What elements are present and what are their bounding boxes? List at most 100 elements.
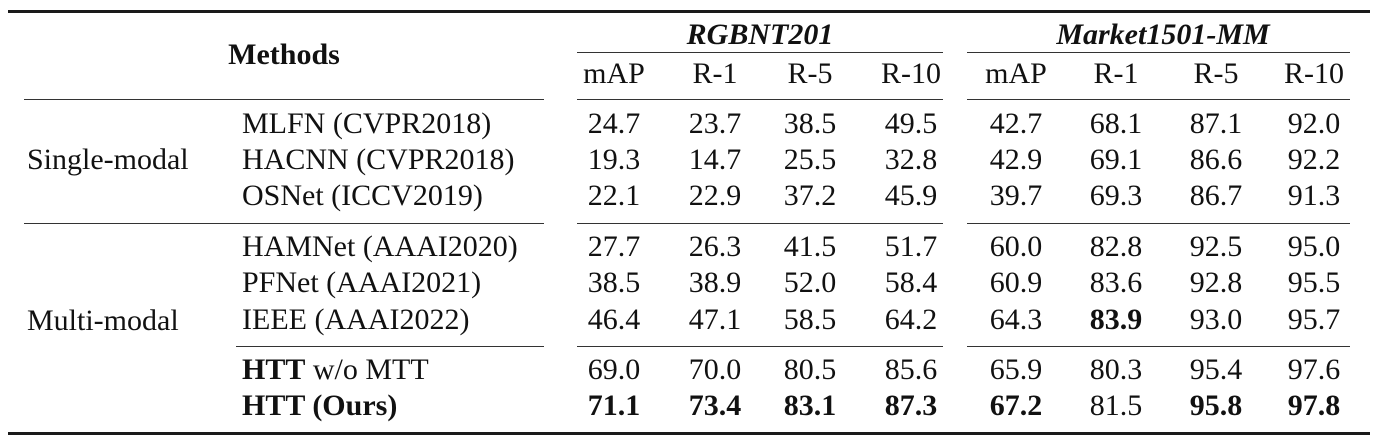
table-cell: 92.0: [1287, 107, 1341, 140]
rgbnt-rule-2: [577, 223, 943, 224]
method-name: IEEE (AAAI2022): [242, 305, 469, 335]
table-cell: 97.6: [1287, 353, 1341, 386]
method-name-text: IEEE (AAAI2022): [242, 303, 470, 336]
rgbnt-rule-3: [577, 346, 943, 347]
method-name: HTT w/o MTT: [242, 355, 429, 385]
table-cell: 49.5: [884, 107, 938, 140]
table-cell: 95.5: [1287, 266, 1341, 299]
table-cell: 46.4: [587, 303, 641, 336]
metric-header: R-1: [1093, 57, 1139, 90]
table-cell: 71.1: [587, 389, 641, 422]
method-name-bold: HTT (Ours): [242, 389, 398, 422]
table-cell: 73.4: [688, 389, 742, 422]
table-cell: 83.9: [1089, 303, 1143, 336]
table-cell: 58.4: [884, 266, 938, 299]
top-rule: [8, 10, 1370, 13]
table-cell: 68.1: [1089, 107, 1143, 140]
table-cell: 25.5: [783, 143, 837, 176]
table-cell: 95.8: [1189, 389, 1243, 422]
method-name: PFNet (AAAI2021): [242, 268, 481, 298]
table-cell: 38.9: [688, 266, 742, 299]
methods-rule-2: [24, 223, 544, 224]
table-cell: 87.3: [884, 389, 938, 422]
table-cell: 47.1: [688, 303, 742, 336]
table-cell: 64.2: [884, 303, 938, 336]
market-rule-3: [967, 346, 1350, 347]
table-cell: 67.2: [989, 389, 1043, 422]
table-cell: 22.1: [587, 179, 641, 212]
table-cell: 58.5: [783, 303, 837, 336]
metric-header: mAP: [583, 57, 645, 90]
table-cell: 64.3: [989, 303, 1043, 336]
table-cell: 70.0: [688, 353, 742, 386]
methods-rule-1: [24, 99, 544, 100]
table-cell: 83.1: [783, 389, 837, 422]
table-cell: 80.5: [783, 353, 837, 386]
table-cell: 52.0: [783, 266, 837, 299]
table-cell: 97.8: [1287, 389, 1341, 422]
method-name-text: HACNN (CVPR2018): [242, 143, 515, 176]
methods-header: Methods: [228, 38, 340, 71]
table-cell: 23.7: [688, 107, 742, 140]
market-rule-2: [967, 223, 1350, 224]
metric-header: mAP: [985, 57, 1047, 90]
metric-header: R-1: [692, 57, 738, 90]
table-cell: 85.6: [884, 353, 938, 386]
table-cell: 87.1: [1189, 107, 1243, 140]
table-cell: 69.1: [1089, 143, 1143, 176]
rgbnt-rule-1: [577, 99, 943, 100]
table-cell: 91.3: [1287, 179, 1341, 212]
metric-header: R-5: [1193, 57, 1239, 90]
table-cell: 41.5: [783, 230, 837, 263]
table-cell: 81.5: [1089, 389, 1143, 422]
methods-rule-3: [236, 346, 544, 347]
table-cell: 45.9: [884, 179, 938, 212]
method-name: HACNN (CVPR2018): [242, 145, 515, 175]
method-name-text: w/o MTT: [305, 353, 429, 386]
method-name-bold: HTT: [242, 353, 306, 386]
table-cell: 42.9: [989, 143, 1043, 176]
table-cell: 38.5: [783, 107, 837, 140]
method-name-text: PFNet (AAAI2021): [242, 266, 482, 299]
method-name: HTT (Ours): [242, 391, 397, 421]
market-header-rule: [967, 52, 1350, 53]
table-cell: 60.9: [989, 266, 1043, 299]
dataset-market1501-mm: Market1501-MM: [1056, 18, 1270, 51]
metric-header: R-5: [787, 57, 833, 90]
method-name-text: HAMNet (AAAI2020): [242, 230, 518, 263]
method-name: OSNet (ICCV2019): [242, 181, 483, 211]
table-cell: 24.7: [587, 107, 641, 140]
table-cell: 27.7: [587, 230, 641, 263]
table-cell: 37.2: [783, 179, 837, 212]
table-cell: 42.7: [989, 107, 1043, 140]
table-cell: 93.0: [1189, 303, 1243, 336]
table-cell: 26.3: [688, 230, 742, 263]
table-cell: 39.7: [989, 179, 1043, 212]
table-cell: 95.0: [1287, 230, 1341, 263]
method-name-text: OSNet (ICCV2019): [242, 179, 483, 212]
table-cell: 38.5: [587, 266, 641, 299]
table-cell: 22.9: [688, 179, 742, 212]
table-cell: 32.8: [884, 143, 938, 176]
metric-header: R-10: [1284, 57, 1344, 90]
table-cell: 80.3: [1089, 353, 1143, 386]
table-cell: 69.0: [587, 353, 641, 386]
table-cell: 95.7: [1287, 303, 1341, 336]
rgbnt-header-rule: [577, 52, 943, 53]
table-cell: 86.6: [1189, 143, 1243, 176]
dataset-rgbnt201: RGBNT201: [686, 18, 834, 51]
group-label-single-modal: Single-modal: [27, 143, 189, 176]
table-cell: 95.4: [1189, 353, 1243, 386]
table-cell: 82.8: [1089, 230, 1143, 263]
market-rule-1: [967, 99, 1350, 100]
table-cell: 14.7: [688, 143, 742, 176]
table-cell: 92.5: [1189, 230, 1243, 263]
bottom-rule: [8, 432, 1370, 435]
table-cell: 92.8: [1189, 266, 1243, 299]
table-cell: 65.9: [989, 353, 1043, 386]
table-cell: 83.6: [1089, 266, 1143, 299]
table-cell: 92.2: [1287, 143, 1341, 176]
table-cell: 69.3: [1089, 179, 1143, 212]
table-cell: 51.7: [884, 230, 938, 263]
table-cell: 19.3: [587, 143, 641, 176]
